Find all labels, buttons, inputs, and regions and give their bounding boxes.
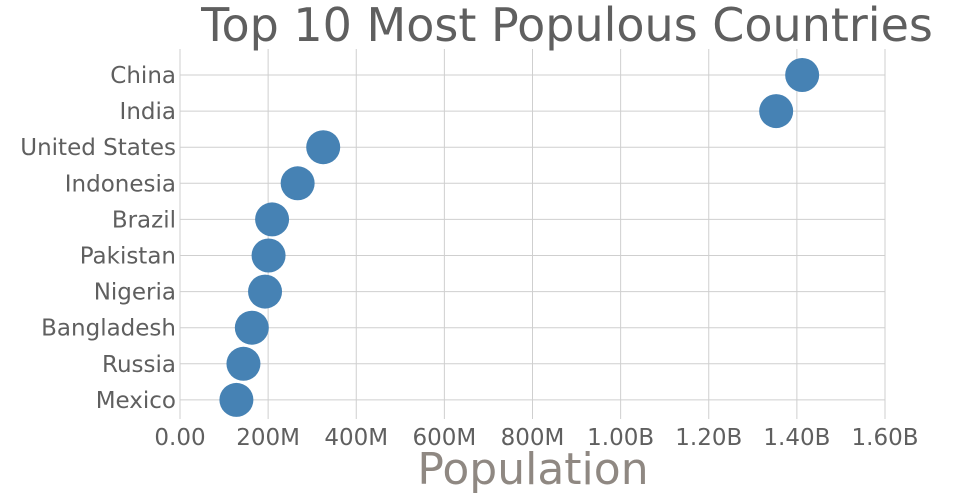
data-point: [248, 274, 283, 309]
data-point: [255, 202, 290, 237]
x-tick-label: 800M: [501, 425, 565, 451]
y-tick-label: Bangladesh: [41, 316, 176, 342]
data-point: [759, 94, 794, 129]
y-gridlines: [180, 74, 885, 401]
data-point: [234, 310, 269, 345]
x-tick-label: 1.20B: [675, 425, 742, 451]
x-tick-label: 200M: [236, 425, 300, 451]
y-tick-label: Russia: [102, 352, 176, 378]
data-point: [226, 346, 261, 381]
y-tick-label: Mexico: [96, 388, 176, 414]
y-tick-labels: China India United States Indonesia Brazil Pa…: [20, 63, 176, 414]
x-tick-label: 1.00B: [587, 425, 654, 451]
chart-title: Top 10 Most Populous Countries: [200, 0, 933, 52]
y-tick-label: United States: [20, 135, 176, 161]
y-tick-label: Indonesia: [65, 171, 176, 197]
y-tick-label: Pakistan: [80, 244, 176, 270]
y-tick-label: Brazil: [112, 207, 176, 233]
data-point: [280, 166, 315, 201]
x-tick-label: 1.40B: [763, 425, 830, 451]
x-tick-labels: 0.00 200M 400M 600M 800M 1.00B 1.20B 1.40B 1.60B: [154, 425, 918, 451]
data-points: [219, 58, 820, 417]
y-tick-label: China: [110, 63, 176, 89]
data-point: [251, 238, 286, 273]
x-tick-label: 0.00: [154, 425, 205, 451]
x-tick-label: 600M: [413, 425, 477, 451]
y-tick-label: India: [120, 99, 176, 125]
x-tick-label: 1.60B: [852, 425, 919, 451]
data-point: [306, 130, 341, 165]
y-tick-label: Nigeria: [94, 280, 176, 306]
data-point: [219, 382, 254, 417]
data-point: [785, 58, 820, 92]
x-tick-label: 400M: [324, 425, 388, 451]
x-axis-title: Population: [417, 444, 648, 495]
